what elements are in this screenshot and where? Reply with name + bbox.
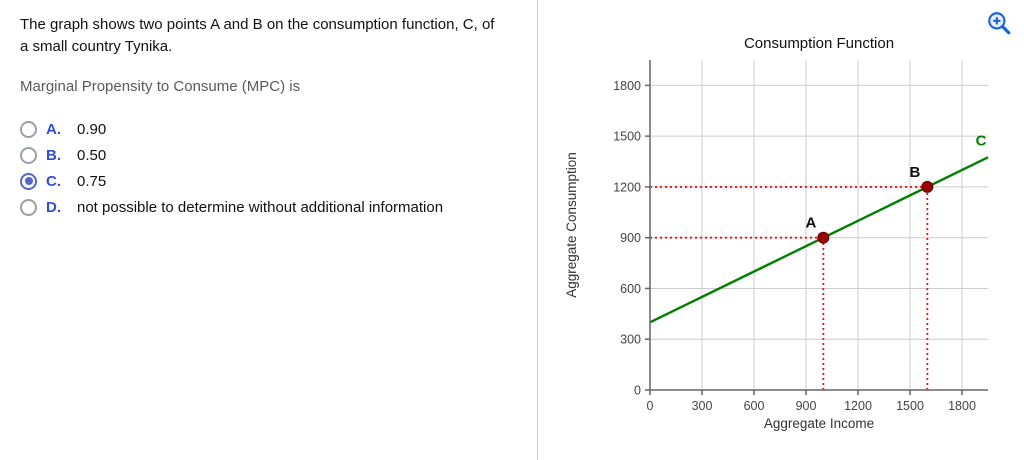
option-d-letter: D.: [46, 198, 61, 216]
svg-text:900: 900: [796, 399, 817, 413]
svg-text:Consumption Function: Consumption Function: [744, 35, 894, 52]
radio-b[interactable]: [20, 146, 37, 164]
svg-text:900: 900: [620, 231, 641, 245]
svg-text:300: 300: [620, 333, 641, 347]
question-text: The graph shows two points A and B on th…: [20, 16, 495, 55]
option-b[interactable]: B. 0.50: [20, 146, 537, 164]
svg-text:0: 0: [634, 384, 641, 398]
svg-text:B: B: [909, 164, 920, 181]
magnifier-glyph: [988, 12, 1011, 35]
options-list: A. 0.90 B. 0.50 C. 0.75 D. not possible …: [20, 120, 537, 216]
svg-text:Aggregate Consumption: Aggregate Consumption: [564, 152, 579, 298]
svg-text:600: 600: [744, 399, 765, 413]
zoom-in-icon[interactable]: [986, 10, 1012, 36]
question-subtext: Marginal Propensity to Consume (MPC) is: [20, 77, 301, 95]
svg-text:1500: 1500: [896, 399, 924, 413]
option-c-text: 0.75: [77, 172, 107, 190]
option-b-letter: B.: [46, 146, 61, 164]
svg-text:C: C: [976, 132, 987, 149]
svg-text:0: 0: [647, 399, 654, 413]
svg-text:1200: 1200: [613, 180, 641, 194]
option-a[interactable]: A. 0.90: [20, 120, 537, 138]
svg-text:A: A: [805, 215, 816, 232]
option-a-text: 0.90: [77, 120, 107, 138]
option-b-text: 0.50: [77, 146, 107, 164]
svg-text:1800: 1800: [948, 399, 976, 413]
svg-text:1200: 1200: [844, 399, 872, 413]
svg-text:300: 300: [692, 399, 713, 413]
consumption-chart: C 0 300 600 900 1200 1500 1800 0 300 600 900 1200 150…: [564, 35, 989, 431]
question-panel: The graph shows two points A and B on th…: [20, 16, 537, 216]
option-c-letter: C.: [46, 172, 61, 190]
option-a-letter: A.: [46, 120, 61, 138]
option-d[interactable]: D. not possible to determine without add…: [20, 198, 537, 216]
svg-text:1500: 1500: [613, 130, 641, 144]
radio-a[interactable]: [20, 120, 37, 138]
radio-d[interactable]: [20, 198, 37, 216]
svg-text:600: 600: [620, 282, 641, 296]
chart-panel: C 0 300 600 900 1200 1500 1800 0 300 600 900 1200 150…: [538, 0, 1024, 460]
svg-text:1800: 1800: [613, 79, 641, 93]
svg-text:Aggregate Income: Aggregate Income: [764, 416, 874, 431]
radio-c[interactable]: [20, 172, 37, 190]
panel-divider: [537, 0, 538, 460]
option-c[interactable]: C. 0.75: [20, 172, 537, 190]
option-d-text: not possible to determine without additi…: [77, 198, 444, 216]
